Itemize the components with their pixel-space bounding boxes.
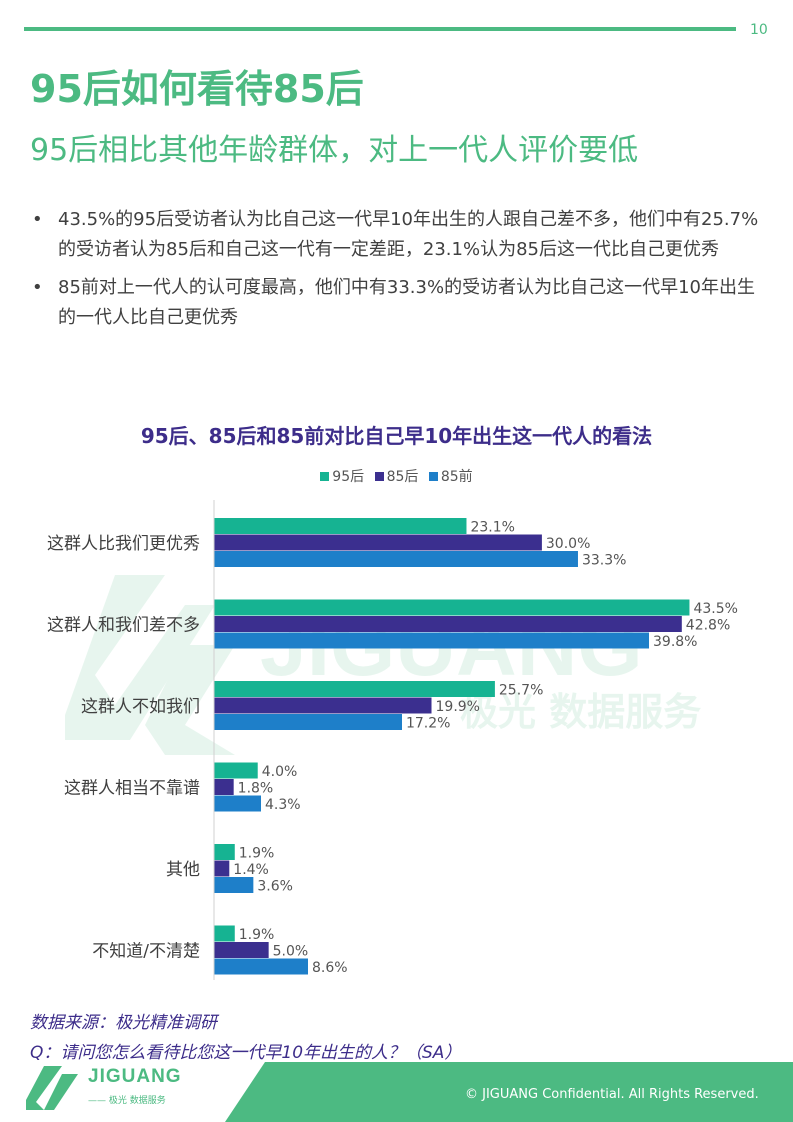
category-label: 这群人比我们更优秀: [47, 534, 200, 554]
data-label: 33.3%: [582, 553, 626, 569]
legend-swatch: [320, 472, 330, 481]
category-label: 这群人相当不靠谱: [64, 778, 200, 798]
data-label: 25.7%: [499, 683, 543, 699]
bar: [214, 925, 235, 942]
data-label: 30.0%: [546, 536, 590, 552]
legend-item-85hou: 85后: [374, 466, 419, 486]
finding-item: • 43.5%的95后受访者认为比自己这一代早10年出生的人跟自己差不多，他们中有…: [30, 205, 760, 265]
bar: [214, 762, 258, 779]
bullet-icon: •: [32, 277, 43, 298]
legend-label: 95后: [332, 469, 365, 485]
page-subtitle: 95后相比其他年龄群体，对上一代人评价要低: [30, 133, 639, 168]
category-label: 不知道/不清楚: [92, 941, 200, 961]
data-label: 1.4%: [233, 862, 269, 878]
bar: [214, 697, 432, 714]
bar: [214, 714, 402, 730]
key-findings-list: • 43.5%的95后受访者认为比自己这一代早10年出生的人跟自己差不多，他们中有…: [30, 205, 760, 341]
chart-legend: 95后 85后 85前: [0, 466, 793, 486]
legend-label: 85前: [440, 469, 473, 485]
bar-chart: 这群人比我们更优秀 23.1% 30.0%33.3% 这群人和我们差不多 43.5%42…: [47, 500, 738, 980]
data-label: 43.5%: [693, 601, 737, 617]
jiguang-logo-icon: [26, 1066, 78, 1110]
bar: [214, 518, 467, 534]
footer-band: [225, 1062, 793, 1122]
data-source-note: 数据来源：极光精准调研: [30, 1013, 217, 1033]
bar: [214, 551, 578, 567]
bullet-icon: •: [32, 209, 43, 230]
data-label: 3.6%: [257, 879, 293, 895]
data-label: 1.8%: [238, 781, 274, 797]
bar: [214, 795, 261, 812]
copyright-text: © JIGUANG Confidential. All Rights Reser…: [465, 1087, 759, 1102]
finding-item: • 85前对上一代人的认可度最高，他们中有33.3%的受访者认为比自己这一代早10…: [30, 273, 760, 333]
category-label: 这群人和我们差不多: [47, 615, 200, 635]
survey-question-note: Q：请问您怎么看待比您这一代早10年出生的人？（SA）: [30, 1043, 462, 1063]
legend-swatch: [374, 472, 384, 481]
finding-text: 43.5%的95后受访者认为比自己这一代早10年出生的人跟自己差不多，他们中有2…: [58, 209, 759, 260]
category-label: 这群人不如我们: [81, 697, 200, 717]
data-label: 4.3%: [265, 797, 301, 813]
category-label: 其他: [166, 860, 200, 880]
bar: [214, 877, 254, 893]
bar: [214, 860, 230, 877]
bar: [214, 942, 269, 958]
bar: [214, 632, 650, 649]
legend-item-95hou: 95后: [320, 466, 364, 486]
page-title: 95后如何看待85后: [30, 67, 364, 111]
chart-title: 95后、85后和85前对比自己早10年出生这一代人的看法: [140, 424, 653, 448]
bar: [214, 779, 234, 795]
bar: [214, 681, 495, 697]
bar: [214, 958, 308, 975]
data-label: 4.0%: [262, 764, 298, 780]
logo-tagline: —— 极光 数据服务: [88, 1096, 166, 1106]
data-label: 1.9%: [239, 927, 275, 943]
bar: [214, 534, 542, 551]
legend-label: 85后: [386, 469, 419, 485]
page-number: 10: [750, 22, 768, 38]
finding-text: 85前对上一代人的认可度最高，他们中有33.3%的受访者认为比自己这一代早10年…: [58, 277, 755, 328]
data-label: 17.2%: [406, 716, 450, 732]
data-label: 5.0%: [273, 944, 309, 960]
data-label: 42.8%: [686, 618, 730, 634]
bar: [214, 844, 235, 860]
logo-wordmark: JIGUANG: [88, 1066, 182, 1087]
data-label: 39.8%: [653, 634, 697, 650]
header-rule: [24, 27, 736, 31]
data-label: 1.9%: [239, 846, 275, 862]
watermark-tagline: 极光 数据服务: [460, 690, 701, 734]
legend-swatch: [428, 472, 438, 481]
data-label: 19.9%: [436, 699, 480, 715]
legend-item-85qian: 85前: [428, 466, 473, 486]
data-label: 8.6%: [312, 960, 348, 976]
bar: [214, 616, 682, 632]
bar: [214, 599, 690, 616]
data-label: 23.1%: [470, 520, 514, 536]
